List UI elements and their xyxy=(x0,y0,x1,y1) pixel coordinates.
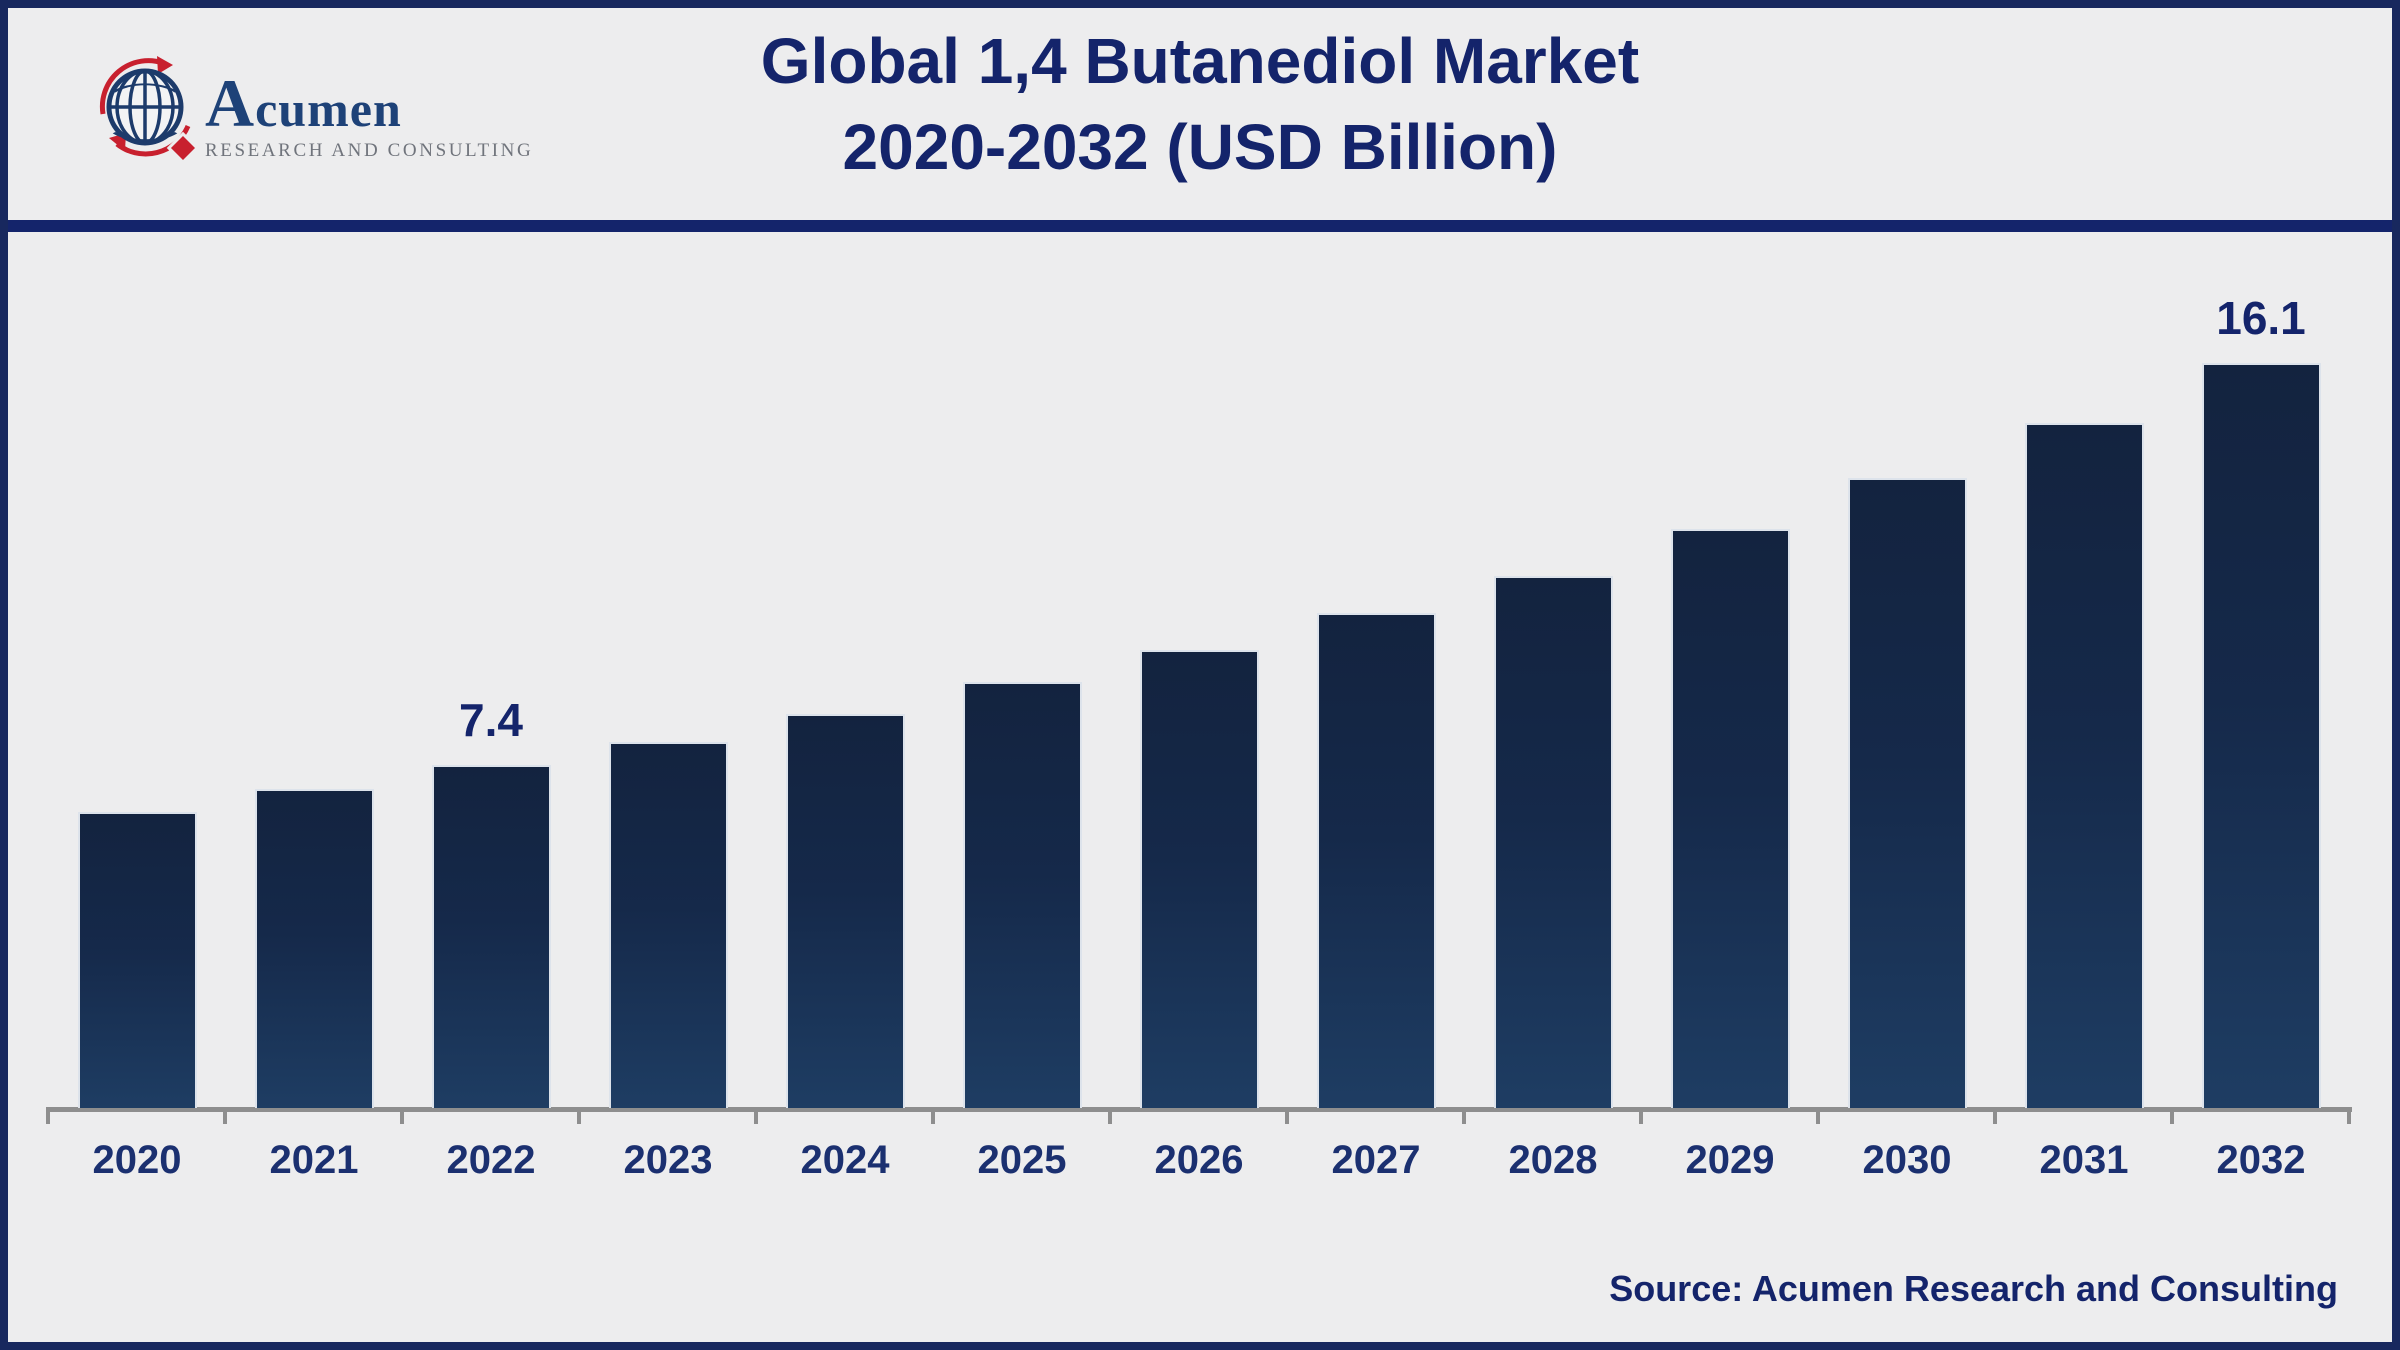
logo-text: Acumen RESEARCH AND CONSULTING xyxy=(205,52,533,162)
x-axis-tick xyxy=(223,1108,227,1124)
bar-2028 xyxy=(1493,576,1613,1108)
x-axis-label-2030: 2030 xyxy=(1862,1138,1952,1182)
bar-2031 xyxy=(2024,423,2144,1108)
source-name: Acumen Research and Consulting xyxy=(1751,1268,2338,1309)
bar-2026 xyxy=(1139,650,1259,1108)
source-note: Source: Acumen Research and Consulting xyxy=(1609,1268,2338,1310)
x-axis-label-2022: 2022 xyxy=(446,1138,536,1182)
bar-2024 xyxy=(785,714,905,1108)
x-axis-tick xyxy=(1816,1108,1820,1124)
chart-title-line1: Global 1,4 Butanediol Market xyxy=(760,25,1640,97)
x-axis-tick xyxy=(46,1108,50,1124)
x-axis-tick xyxy=(1993,1108,1997,1124)
x-axis-label-2031: 2031 xyxy=(2039,1138,2129,1182)
x-axis-tick xyxy=(754,1108,758,1124)
globe-icon xyxy=(99,56,195,165)
bar-2030 xyxy=(1847,478,1967,1108)
x-axis-label-2020: 2020 xyxy=(92,1138,182,1182)
data-label-2022: 7.4 xyxy=(459,694,523,746)
x-axis-label-2021: 2021 xyxy=(269,1138,359,1182)
x-axis-tick xyxy=(1462,1108,1466,1124)
bar-2022 xyxy=(431,765,551,1108)
x-axis-tick xyxy=(1639,1108,1643,1124)
x-axis-label-2027: 2027 xyxy=(1331,1138,1421,1182)
chart-title-line2: 2020-2032 (USD Billion) xyxy=(842,111,1558,183)
x-axis-tick xyxy=(2347,1108,2351,1124)
bar-2029 xyxy=(1670,529,1790,1108)
bar-2032 xyxy=(2201,363,2321,1108)
chart-title: Global 1,4 Butanediol Market 2020-2032 (… xyxy=(0,18,2400,190)
logo-wordmark: Acumen xyxy=(205,65,402,141)
x-axis-label-2026: 2026 xyxy=(1154,1138,1244,1182)
x-axis-label-2025: 2025 xyxy=(977,1138,1067,1182)
bar-2023 xyxy=(608,742,728,1108)
bar-2020 xyxy=(77,812,197,1108)
x-axis-tick xyxy=(577,1108,581,1124)
logo-tagline: RESEARCH AND CONSULTING xyxy=(205,140,534,161)
x-axis-label-2032: 2032 xyxy=(2216,1138,2306,1182)
header-divider xyxy=(0,220,2400,232)
acumen-logo: Acumen RESEARCH AND CONSULTING xyxy=(95,52,533,170)
bar-2027 xyxy=(1316,613,1436,1108)
data-label-2032: 16.1 xyxy=(2216,292,2306,344)
x-axis-tick xyxy=(400,1108,404,1124)
source-label: Source: xyxy=(1609,1268,1752,1309)
x-axis-tick xyxy=(1108,1108,1112,1124)
x-axis-tick xyxy=(2170,1108,2174,1124)
x-axis-line xyxy=(46,1107,2352,1112)
x-axis-label-2028: 2028 xyxy=(1508,1138,1598,1182)
x-axis-tick xyxy=(1285,1108,1289,1124)
x-axis-label-2029: 2029 xyxy=(1685,1138,1775,1182)
x-axis-tick xyxy=(931,1108,935,1124)
x-axis-label-2024: 2024 xyxy=(800,1138,890,1182)
bar-2025 xyxy=(962,682,1082,1108)
x-axis-label-2023: 2023 xyxy=(623,1138,713,1182)
bar-2021 xyxy=(254,789,374,1108)
